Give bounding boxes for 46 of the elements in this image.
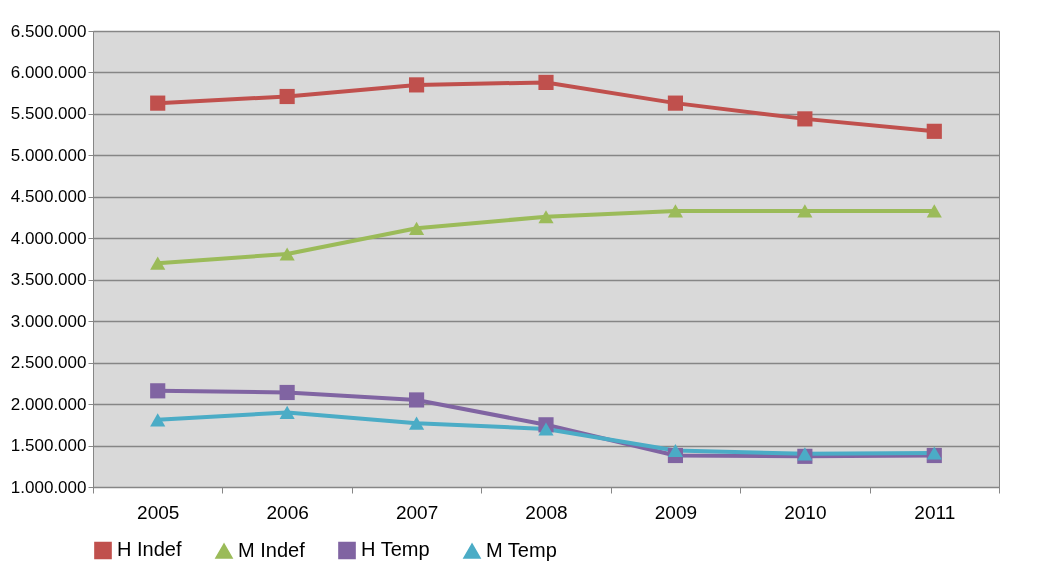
point	[926, 446, 942, 460]
legend-label: H Indef	[117, 538, 182, 561]
point	[926, 123, 942, 139]
point	[279, 405, 295, 419]
y-tick-label: 1.500.000	[10, 436, 87, 456]
point	[667, 443, 684, 458]
legend-label: M Indef	[238, 539, 306, 561]
point	[150, 383, 166, 399]
point	[279, 88, 295, 105]
point	[408, 221, 425, 235]
point	[150, 413, 166, 427]
y-tick-label: 4.000.000	[10, 228, 87, 248]
point	[926, 204, 942, 218]
y-tick-label: 1.000.000	[10, 477, 87, 497]
y-tick-label: 2.000.000	[10, 394, 87, 414]
y-tick-label: 5.000.000	[10, 145, 87, 165]
legend-label: M Temp	[486, 539, 557, 561]
y-tick-label: 6.500.000	[10, 21, 87, 41]
y-tick-label: 3.000.000	[10, 311, 87, 331]
point	[150, 256, 166, 270]
point	[408, 416, 425, 430]
point	[279, 247, 295, 261]
x-tick-label: 2005	[137, 501, 180, 523]
x-tick-label: 2009	[654, 501, 698, 523]
x-tick-label: 2008	[525, 501, 568, 523]
x-tick-label: 2010	[784, 501, 827, 523]
y-tick-label: 6.000.000	[10, 62, 87, 82]
point	[667, 95, 684, 111]
point	[797, 111, 813, 127]
point	[538, 422, 554, 436]
point	[408, 392, 425, 408]
y-tick-label: 4.500.000	[10, 187, 87, 207]
legend-label: H Temp	[361, 538, 430, 561]
x-tick-label: 2011	[914, 501, 956, 523]
y-tick-label: 5.500.000	[10, 104, 87, 124]
y-tick-label: 2.500.000	[10, 353, 87, 373]
point	[150, 95, 166, 111]
point	[667, 204, 684, 218]
x-tick-label: 2007	[395, 501, 439, 523]
point	[538, 74, 554, 90]
y-tick-label: 3.500.000	[10, 270, 87, 290]
point	[538, 210, 554, 224]
x-tick-label: 2006	[266, 501, 309, 523]
point	[408, 77, 425, 93]
point	[279, 384, 295, 401]
point	[797, 204, 813, 218]
